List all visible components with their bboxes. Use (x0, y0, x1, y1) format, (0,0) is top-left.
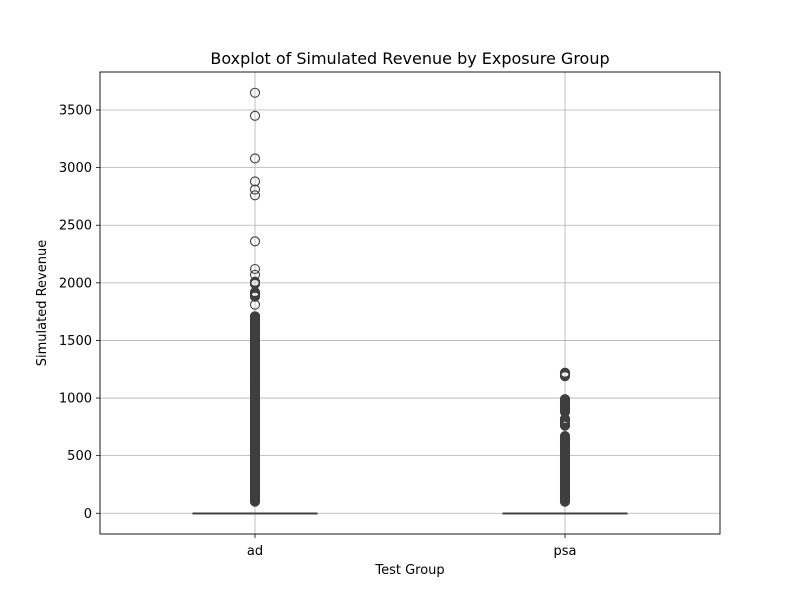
outlier-point (559, 431, 571, 442)
y-tick-label: 1500 (59, 334, 92, 349)
y-axis-label: Simulated Revenue (35, 240, 50, 366)
outlier-point (249, 263, 261, 275)
x-axis-label: Test Group (374, 563, 444, 578)
y-tick-label: 2000 (59, 276, 92, 291)
outlier-point (249, 236, 261, 247)
plot-marks (192, 87, 628, 515)
outlier-point (249, 269, 261, 280)
x-tick-label: psa (554, 544, 577, 559)
outlier-point (249, 276, 261, 287)
outlier-point (249, 184, 261, 195)
y-tick-label: 2500 (59, 219, 92, 234)
outlier-point (559, 367, 571, 378)
x-tick-label: ad (247, 544, 263, 559)
y-tick-label: 0 (84, 507, 92, 522)
y-tick-label: 3500 (59, 104, 92, 119)
outlier-point (559, 394, 571, 405)
outlier-point (249, 110, 261, 121)
outlier-point (249, 153, 261, 164)
y-axis: 0 500 1000 1500 2000 2500 3000 3500 (59, 104, 100, 522)
outlier-point (249, 190, 261, 201)
x-axis: ad psa (247, 534, 577, 559)
y-tick-label: 3000 (59, 161, 92, 176)
outlier-point (249, 311, 261, 322)
plot-frame (99, 71, 721, 535)
y-tick-label: 1000 (59, 392, 92, 407)
chart-title: Boxplot of Simulated Revenue by Exposure… (210, 49, 609, 68)
y-tick-label: 500 (67, 449, 92, 464)
box-psa (502, 367, 628, 515)
outlier-point (249, 176, 261, 187)
box-ad (192, 87, 318, 515)
outlier-point (249, 87, 261, 98)
